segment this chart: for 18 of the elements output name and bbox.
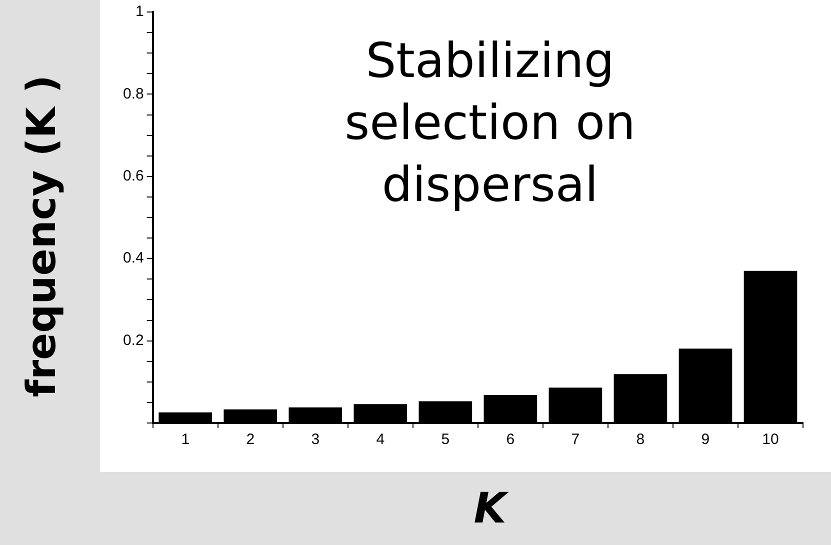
y-tick-label: 0.2 [122,332,144,349]
x-tick-label: 6 [506,431,515,448]
x-tick-label: 3 [311,431,320,448]
x-tick-label: 2 [246,431,255,448]
annotation: Stabilizing selection on dispersal [344,32,636,215]
x-tick-label: 4 [376,431,385,448]
y-tick-label: 0.8 [122,85,144,102]
x-tick-label: 9 [701,431,710,448]
y-tick-label: 1 [136,3,144,20]
x-tick-label: 1 [181,431,190,448]
x-tick-label: 7 [571,431,580,448]
y-axis-title: frequency (K ) [19,74,65,398]
x-tick-label: 5 [441,431,450,448]
y-tick-label: 0.6 [122,168,144,185]
x-axis-title: K [474,484,506,532]
y-tick-label: 0.4 [122,250,144,267]
x-tick-label: 10 [762,431,779,448]
x-tick-label: 8 [636,431,645,448]
